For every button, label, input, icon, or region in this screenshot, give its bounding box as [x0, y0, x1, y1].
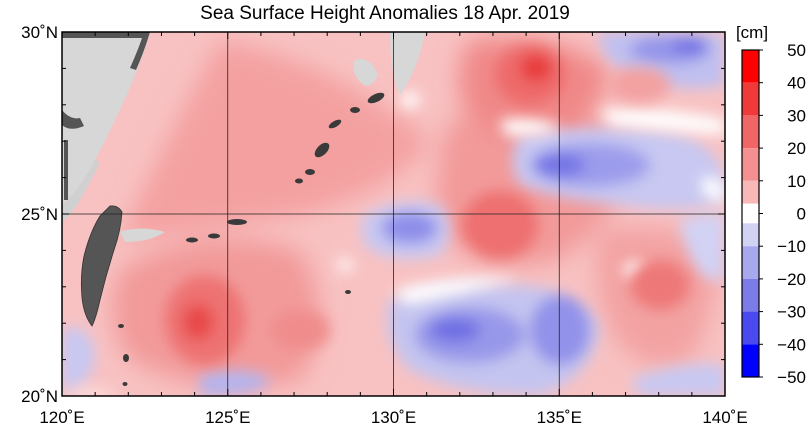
- colorbar-label: 30: [787, 106, 806, 125]
- colorbar-label: −30: [777, 303, 806, 322]
- colorbar-label: −40: [777, 335, 806, 354]
- colorbar-label: −50: [777, 368, 806, 387]
- colorbar-unit: [cm]: [736, 23, 768, 42]
- colorbar-band: [742, 148, 759, 181]
- y-tick-label: 25˚N: [21, 205, 58, 224]
- x-tick-label: 125˚E: [205, 408, 250, 427]
- coastline-mainland: [62, 32, 150, 200]
- colorbar-band: [742, 246, 759, 279]
- graticule: [62, 32, 725, 396]
- latitude-axis: 30˚N 25˚N 20˚N: [21, 23, 725, 406]
- taiwan-island: [80, 205, 123, 327]
- x-tick-label: 135˚E: [537, 408, 582, 427]
- x-tick-label: 120˚E: [39, 408, 84, 427]
- x-tick-label: 130˚E: [371, 408, 416, 427]
- colorbar-band: [742, 311, 759, 345]
- longitude-axis: 120˚E 125˚E 130˚E 135˚E 140˚E: [39, 32, 748, 427]
- colorbar-label: 0: [797, 205, 806, 224]
- colorbar: 50 40 30 20 10 0 −10 −20 −30 −40 −50: [741, 41, 806, 387]
- map-title: Sea Surface Height Anomalies 18 Apr. 201…: [200, 3, 570, 24]
- colorbar-band: [742, 223, 759, 247]
- near-zero-regions: [62, 92, 725, 396]
- x-tick-label: 140˚E: [702, 408, 747, 427]
- colorbar-band: [742, 203, 759, 224]
- colorbar-label: 40: [787, 74, 806, 93]
- colorbar-label: 10: [787, 172, 806, 191]
- positive-anomaly-cores: [165, 45, 690, 365]
- colorbar-label: 20: [787, 139, 806, 158]
- colorbar-band: [742, 115, 759, 149]
- colorbar-label: −20: [777, 270, 806, 289]
- colorbar-label: 50: [787, 41, 806, 60]
- colorbar-band: [742, 50, 759, 83]
- colorbar-band: [742, 82, 759, 116]
- colorbar-band: [742, 344, 759, 377]
- colorbar-band: [742, 180, 759, 204]
- colorbar-band: [742, 278, 759, 312]
- y-tick-label: 20˚N: [21, 387, 58, 406]
- land-areas: [62, 32, 425, 242]
- ryukyu-islands: [118, 92, 385, 386]
- anomaly-field: [62, 32, 725, 396]
- colorbar-label: −10: [777, 237, 806, 256]
- y-tick-label: 30˚N: [21, 23, 58, 42]
